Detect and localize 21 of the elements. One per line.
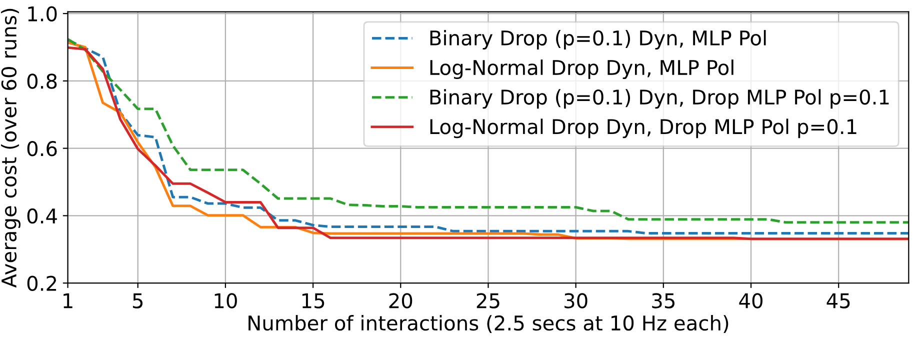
x-tick-label: 10: [214, 293, 237, 308]
legend-label: Binary Drop (p=0.1) Dyn, Drop MLP Pol p=0.1: [430, 89, 889, 109]
y-tick-label: 0.4: [27, 208, 57, 224]
x-tick-label: 35: [652, 293, 674, 308]
y-axis-title: Average cost (over 60 runs): [1, 8, 20, 288]
y-tick-label: 0.2: [27, 276, 56, 292]
legend-label: Binary Drop (p=0.1) Dyn, MLP Pol: [430, 30, 766, 50]
y-tick-label: 0.6: [27, 141, 57, 156]
x-tick-label: 15: [302, 293, 324, 308]
x-tick-label: 5: [133, 293, 143, 308]
y-tick-label: 0.8: [27, 74, 57, 89]
x-tick-label: 1: [64, 293, 72, 308]
x-tick-label: 30: [564, 293, 588, 308]
x-tick-label: 25: [476, 293, 500, 308]
x-tick-label: 20: [389, 293, 412, 308]
x-tick-label: 45: [826, 293, 850, 308]
y-tick-label: 1.0: [28, 6, 57, 22]
x-tick-label: 40: [739, 293, 762, 308]
legend-label: Log-Normal Drop Dyn, Drop MLP Pol p=0.1: [430, 118, 856, 138]
legend-label: Log-Normal Drop Dyn, MLP Pol: [430, 60, 734, 80]
x-axis-title: Number of interactions (2.5 secs at 10 Hz each): [248, 315, 728, 334]
